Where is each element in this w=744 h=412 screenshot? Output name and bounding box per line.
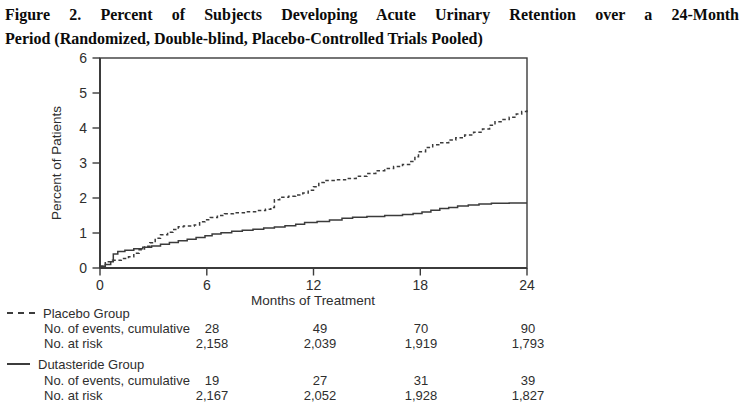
y-axis-ticks xyxy=(93,58,101,268)
table-cell: 39 xyxy=(521,373,535,388)
table-cell: 1,793 xyxy=(512,336,545,351)
y-tick-label: 3 xyxy=(79,155,87,171)
placebo-curve xyxy=(100,108,527,266)
x-axis-ticks xyxy=(100,268,527,276)
table-cell: 2,039 xyxy=(304,336,337,351)
table-cell: 70 xyxy=(414,321,428,336)
y-axis-tick-labels: 0 1 2 3 4 5 6 xyxy=(79,50,87,276)
legend-group-name: Placebo Group xyxy=(43,306,130,321)
table-row: No. of events, cumulative 19 27 31 39 xyxy=(0,373,744,389)
y-tick-label: 2 xyxy=(79,190,87,206)
row-label: No. at risk xyxy=(44,388,103,403)
plot-box xyxy=(100,58,527,268)
table-cell: 49 xyxy=(313,321,327,336)
x-tick-label: 18 xyxy=(413,277,429,293)
table-cell: 31 xyxy=(414,373,428,388)
y-tick-label: 5 xyxy=(79,85,87,101)
figure-2-panel: Figure 2. Percent of Subjects Developing… xyxy=(0,0,744,412)
table-cell: 28 xyxy=(205,321,219,336)
table-cell: 2,158 xyxy=(196,336,229,351)
y-tick-label: 4 xyxy=(79,120,87,136)
legend-group-name: Dutasteride Group xyxy=(38,357,144,372)
x-tick-label: 24 xyxy=(519,277,535,293)
table-cell: 1,919 xyxy=(405,336,438,351)
table-cell: 2,052 xyxy=(304,388,337,403)
legend-group-placebo: Placebo Group xyxy=(7,305,130,321)
y-tick-label: 0 xyxy=(79,260,87,276)
x-tick-label: 0 xyxy=(96,277,104,293)
x-axis-label: Months of Treatment xyxy=(251,293,375,308)
table-row: No. of events, cumulative 28 49 70 90 xyxy=(0,321,744,337)
table-cell: 27 xyxy=(313,373,327,388)
table-cell: 1,928 xyxy=(405,388,438,403)
row-label: No. at risk xyxy=(44,336,103,351)
table-cell: 19 xyxy=(205,373,219,388)
placebo-line-sample-icon xyxy=(7,312,35,314)
x-tick-label: 12 xyxy=(306,277,322,293)
dutasteride-curve xyxy=(100,203,527,266)
x-tick-label: 6 xyxy=(203,277,211,293)
x-axis-tick-labels: 0 6 12 18 24 xyxy=(96,277,535,293)
row-label: No. of events, cumulative xyxy=(44,373,190,388)
table-cell: 90 xyxy=(521,321,535,336)
y-axis-label: Percent of Patients xyxy=(49,106,64,220)
y-tick-label: 1 xyxy=(79,225,87,241)
legend-group-dutasteride: Dutasteride Group xyxy=(7,356,144,372)
table-cell: 2,167 xyxy=(196,388,229,403)
table-row: No. at risk 2,158 2,039 1,919 1,793 xyxy=(0,336,744,352)
table-cell: 1,827 xyxy=(512,388,545,403)
table-row: No. at risk 2,167 2,052 1,928 1,827 xyxy=(0,388,744,404)
dutasteride-line-sample-icon xyxy=(7,363,30,365)
row-label: No. of events, cumulative xyxy=(44,321,190,336)
y-tick-label: 6 xyxy=(79,50,87,66)
